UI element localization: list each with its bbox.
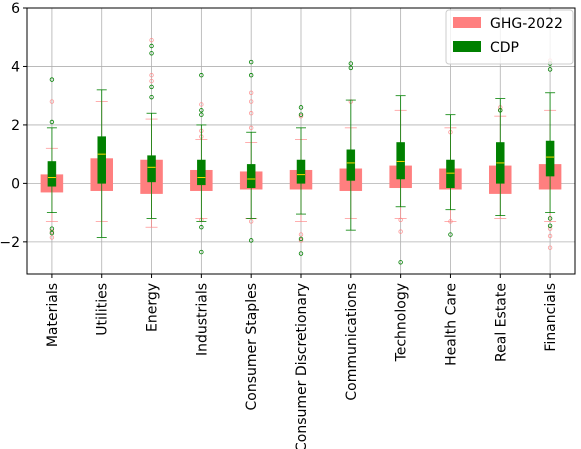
- box-body: [97, 136, 106, 184]
- outlier-point: [248, 59, 254, 65]
- outlier-point: [49, 119, 55, 125]
- outlier-point: [199, 112, 204, 117]
- outlier-point: [199, 108, 204, 113]
- box-body: [197, 159, 206, 186]
- box-body: [47, 161, 57, 187]
- x-axis: Materials Utilities Energy Industrials Consu…: [45, 274, 559, 449]
- outlier-point: [248, 99, 254, 104]
- outlier-point: [298, 236, 304, 242]
- y-tick-label: 2: [11, 118, 20, 134]
- outlier-point: [448, 232, 453, 237]
- outlier-point: [547, 216, 553, 221]
- legend-label-ghg-2022: GHG-2022: [490, 16, 563, 32]
- outlier-point: [248, 125, 254, 131]
- outlier-point: [199, 73, 204, 78]
- box-cdp-technology: [395, 95, 406, 265]
- box-cdp-consumer-discretionary: [296, 105, 306, 256]
- box-cdp-materials: [46, 77, 57, 236]
- outlier-point: [498, 108, 503, 113]
- outlier-point: [547, 223, 553, 228]
- legend-swatch-cdp: [453, 41, 481, 52]
- outlier-point: [448, 219, 453, 224]
- outlier-point: [199, 102, 204, 107]
- y-tick-label: 6: [11, 1, 20, 17]
- box-body: [246, 164, 256, 189]
- box-body: [296, 159, 306, 184]
- outlier-point: [149, 73, 154, 78]
- outlier-point: [149, 78, 154, 84]
- outlier-point: [49, 230, 55, 236]
- outlier-point: [547, 67, 553, 72]
- box-body: [346, 149, 356, 181]
- outlier-point: [248, 111, 254, 116]
- x-tick-label-health-care: Health Care: [443, 283, 459, 366]
- legend: GHG-2022 CDP: [445, 9, 574, 65]
- box-cdp-real-estate: [495, 98, 506, 216]
- outlier-point: [49, 226, 55, 231]
- outlier-point: [248, 238, 254, 243]
- box-cdp-utilities: [96, 89, 107, 238]
- outlier-point: [149, 37, 154, 43]
- outlier-point: [199, 249, 204, 255]
- x-tick-label-utilities: Utilities: [95, 283, 111, 336]
- outlier-point: [248, 219, 254, 224]
- box-body: [147, 155, 156, 183]
- legend-label-cdp: CDP: [490, 40, 519, 56]
- outlier-point: [298, 105, 304, 110]
- outlier-point: [298, 238, 304, 243]
- outlier-point: [348, 65, 354, 71]
- box-cdp-health-care: [445, 114, 456, 237]
- outlier-point: [149, 94, 154, 100]
- box-cdp-financials: [545, 61, 556, 228]
- x-tick-label-financials: Financials: [543, 283, 559, 352]
- box-body: [545, 140, 555, 177]
- x-tick-label-materials: Materials: [45, 283, 61, 347]
- box-cdp-energy: [146, 43, 157, 219]
- box-cdp-consumer-staples: [246, 59, 257, 243]
- outlier-point: [199, 225, 204, 230]
- box-body: [446, 159, 455, 189]
- outlier-point: [49, 77, 55, 82]
- outlier-point: [49, 99, 55, 104]
- outlier-point: [298, 112, 304, 117]
- outlier-point: [149, 84, 154, 90]
- outlier-point: [398, 217, 403, 223]
- x-tick-label-industrials: Industrials: [194, 283, 210, 356]
- outlier-point: [49, 229, 55, 234]
- outlier-point: [149, 43, 154, 49]
- x-tick-label-real-estate: Real Estate: [493, 283, 509, 362]
- outlier-point: [298, 113, 304, 119]
- outlier-point: [248, 73, 254, 78]
- outlier-point: [298, 232, 304, 237]
- outlier-point: [547, 233, 553, 239]
- x-tick-label-communications: Communications: [344, 283, 360, 401]
- y-tick-label: 4: [11, 59, 20, 75]
- x-tick-label-technology: Technology: [394, 283, 410, 362]
- outlier-point: [398, 260, 403, 265]
- outlier-point: [398, 229, 403, 234]
- outlier-point: [248, 90, 254, 95]
- legend-swatch-ghg-2022: [453, 17, 481, 28]
- outlier-point: [348, 61, 354, 66]
- x-tick-label-consumer-staples: Consumer Staples: [244, 283, 260, 410]
- outlier-point: [547, 245, 553, 250]
- y-axis: −2 0 2 4 6: [0, 1, 27, 251]
- y-tick-label: −2: [0, 235, 20, 251]
- x-tick-label-energy: Energy: [145, 283, 161, 332]
- box-cdp-industrials: [196, 73, 207, 255]
- box-body: [396, 142, 405, 180]
- outlier-point: [49, 235, 55, 240]
- outlier-point: [149, 51, 154, 56]
- outlier-point: [547, 226, 553, 231]
- y-tick-label: 0: [11, 176, 20, 192]
- x-tick-label-consumer-discretionary: Consumer Discretionary: [294, 283, 310, 449]
- box-cdp-communications: [345, 61, 356, 231]
- outlier-point: [298, 251, 304, 256]
